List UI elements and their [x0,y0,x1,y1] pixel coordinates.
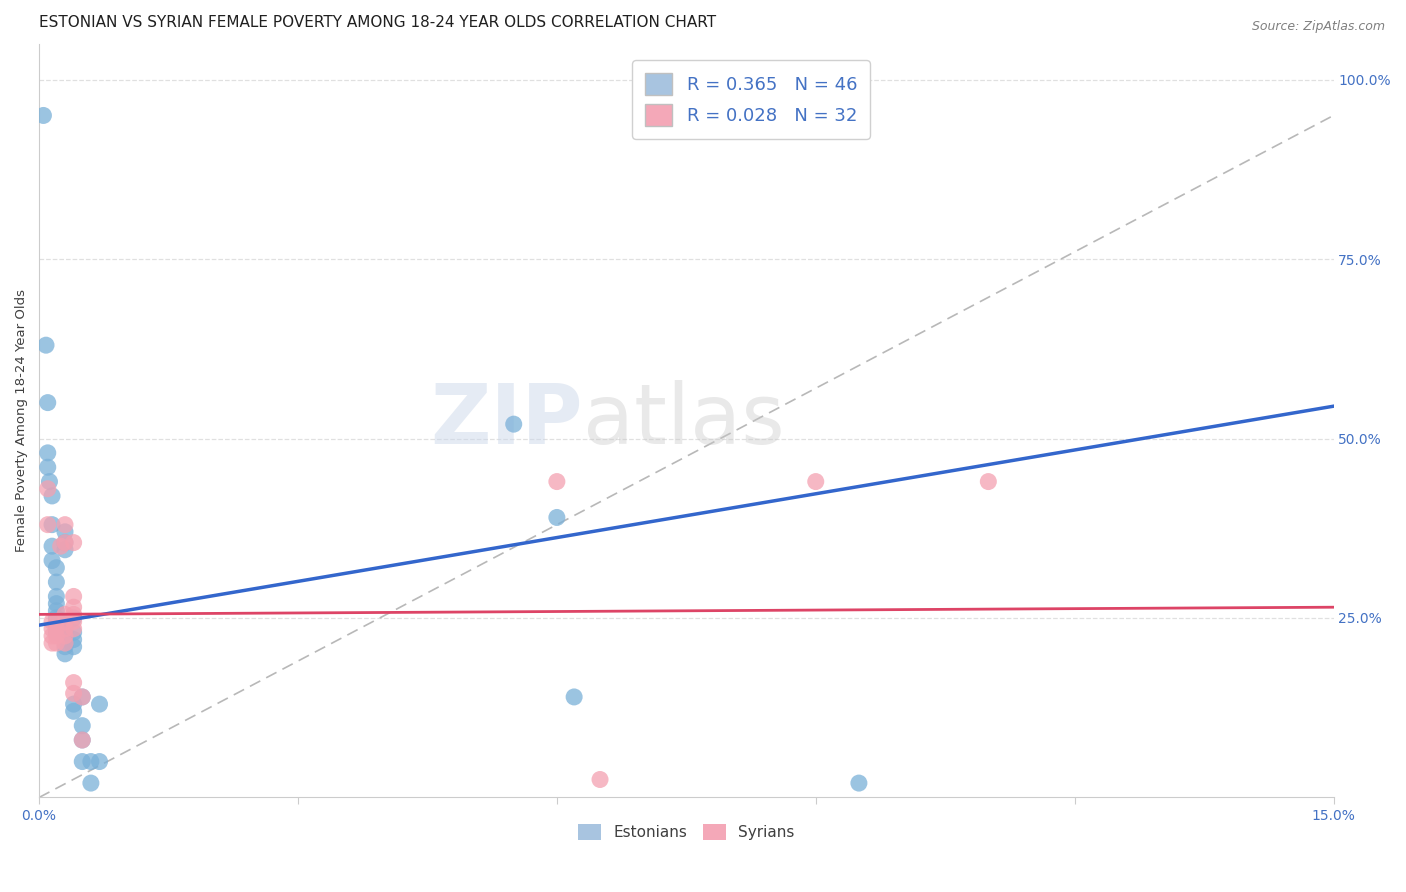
Point [977,475,1000,489]
Point [562,690,585,704]
Point [62,600,84,615]
Point [62,590,84,604]
Point [45,625,67,640]
Point [89,755,111,769]
Text: ZIP: ZIP [430,380,582,461]
Point [45,622,67,636]
Point [72,690,94,704]
Point [62,686,84,700]
Point [53,615,76,629]
Point [53,647,76,661]
Point [37,395,59,409]
Point [41,636,63,650]
Point [53,625,76,640]
Point [53,640,76,654]
Point [38,475,60,489]
Point [62,675,84,690]
Point [848,776,870,790]
Point [72,719,94,733]
Point [41,615,63,629]
Point [62,625,84,640]
Point [53,542,76,557]
Point [53,622,76,636]
Point [62,704,84,718]
Point [45,618,67,632]
Point [62,607,84,622]
Text: atlas: atlas [582,380,785,461]
Point [45,615,67,629]
Point [62,697,84,711]
Point [53,618,76,632]
Point [72,755,94,769]
Point [41,517,63,532]
Point [53,629,76,643]
Point [62,535,84,549]
Point [53,632,76,647]
Point [45,590,67,604]
Point [45,611,67,625]
Point [546,510,568,524]
Y-axis label: Female Poverty Among 18-24 Year Olds: Female Poverty Among 18-24 Year Olds [15,289,28,552]
Point [72,690,94,704]
Point [53,524,76,539]
Point [45,597,67,611]
Point [89,697,111,711]
Point [546,475,568,489]
Point [53,535,76,549]
Point [32,108,55,122]
Point [72,733,94,747]
Point [45,604,67,618]
Point [49,615,72,629]
Point [37,482,59,496]
Point [62,632,84,647]
Point [49,622,72,636]
Point [35,338,58,352]
Point [62,611,84,625]
Point [41,489,63,503]
Text: Source: ZipAtlas.com: Source: ZipAtlas.com [1251,20,1385,33]
Point [53,636,76,650]
Point [41,622,63,636]
Point [53,517,76,532]
Point [37,517,59,532]
Text: ESTONIAN VS SYRIAN FEMALE POVERTY AMONG 18-24 YEAR OLDS CORRELATION CHART: ESTONIAN VS SYRIAN FEMALE POVERTY AMONG … [39,15,716,30]
Point [80,755,103,769]
Point [41,629,63,643]
Point [37,460,59,475]
Legend: Estonians, Syrians: Estonians, Syrians [572,818,800,847]
Point [41,539,63,553]
Point [45,575,67,590]
Point [45,629,67,643]
Point [45,636,67,650]
Point [49,539,72,553]
Point [72,733,94,747]
Point [37,446,59,460]
Point [62,640,84,654]
Point [41,553,63,567]
Point [80,776,103,790]
Point [53,535,76,549]
Point [45,560,67,574]
Point [502,417,524,431]
Point [53,607,76,622]
Point [589,772,612,787]
Point [804,475,827,489]
Point [62,622,84,636]
Point [62,615,84,629]
